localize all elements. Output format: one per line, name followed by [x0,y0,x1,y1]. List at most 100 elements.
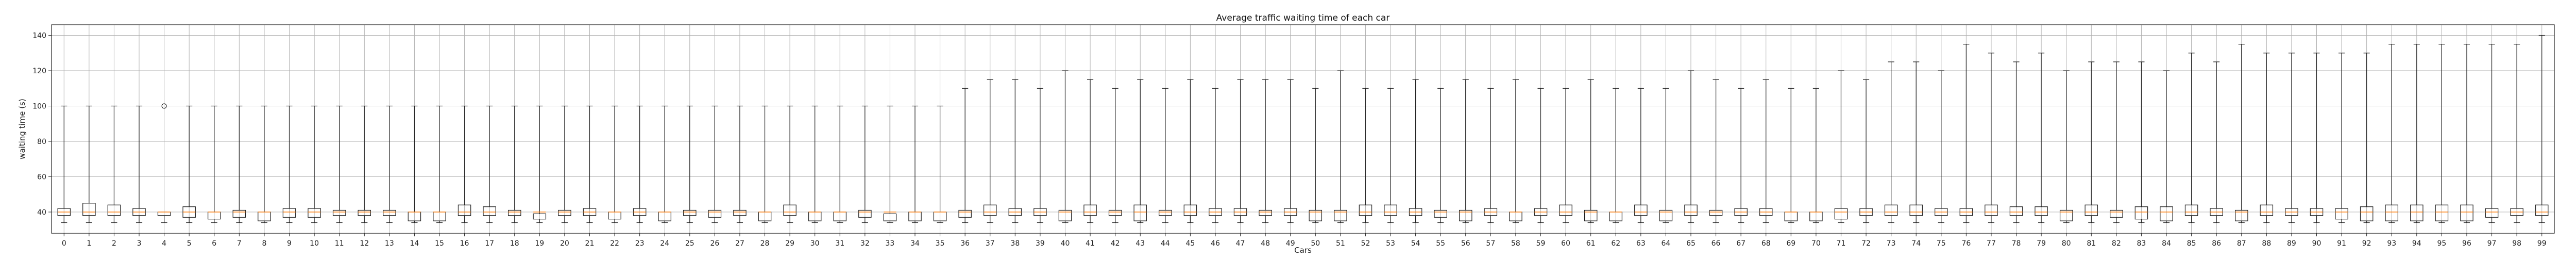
x-tick-label: 1 [87,239,91,248]
box-iqr [1659,209,1673,221]
box-iqr [533,213,547,220]
box-iqr [958,209,972,218]
box-car-10 [308,105,321,223]
plot-frame [51,24,2555,234]
x-tick-label: 27 [735,239,744,248]
x-tick-label: 76 [1961,239,1971,248]
box-iqr [1309,209,1323,221]
box-car-5 [182,105,196,223]
x-tick-label: 71 [1837,239,1846,248]
box-iqr [483,206,496,216]
box-car-91 [2335,53,2348,223]
box-car-81 [2084,61,2098,223]
x-tick-label: 91 [2337,239,2346,248]
x-tick-label: 64 [1661,239,1670,248]
y-tick-label: 80 [37,138,46,146]
box-car-30 [808,105,822,223]
box-car-86 [2210,61,2223,223]
x-tick-label: 56 [1461,239,1470,248]
box-iqr [1709,209,1723,216]
box-car-12 [358,105,371,223]
x-tick-label: 25 [685,239,694,248]
box-car-69 [1784,88,1798,223]
x-tick-label: 41 [1086,239,1095,248]
box-iqr [1334,209,1347,221]
box-car-8 [258,105,271,223]
box-iqr [2184,204,2198,216]
box-car-21 [583,105,597,223]
box-car-96 [2460,44,2473,223]
x-tick-label: 36 [960,239,970,248]
x-tick-label: 82 [2112,239,2121,248]
x-tick-label: 80 [2062,239,2071,248]
box-iqr [2035,206,2048,216]
box-iqr [2134,206,2148,220]
box-car-46 [1209,88,1222,223]
x-tick-label: 63 [1636,239,1646,248]
box-car-40 [1058,70,1072,223]
x-tick-label: 61 [1586,239,1596,248]
box-iqr [2160,206,2173,221]
box-iqr [733,209,747,216]
x-tick-label: 77 [1987,239,1996,248]
x-tick-label: 0 [62,239,66,248]
grid [52,25,2554,233]
box-iqr [1884,204,1898,216]
boxes [57,35,2549,223]
x-tick-label: 81 [2087,239,2096,248]
box-car-71 [1834,70,1848,223]
x-tick-label: 78 [2012,239,2021,248]
x-tick-label: 13 [385,239,394,248]
box-car-35 [933,105,947,223]
x-axis: 0 1 2 3 4 5 6 7 8 9 10 11 12 13 14 15 16 17 18 19 20 21 22 23 24… [62,233,2547,248]
box-car-94 [2410,44,2424,223]
x-tick-label: 19 [535,239,544,248]
box-car-38 [1008,79,1022,223]
x-tick-label: 48 [1261,239,1270,248]
box-car-9 [282,105,296,223]
outlier-point [161,103,167,109]
box-car-70 [1809,88,1823,223]
box-car-31 [833,105,847,223]
x-tick-label: 93 [2387,239,2396,248]
x-tick-label: 73 [1887,239,1896,248]
x-tick-label: 50 [1311,239,1320,248]
box-car-24 [658,105,671,223]
box-iqr [2059,209,2073,221]
x-tick-label: 52 [1361,239,1370,248]
chart-title: Average traffic waiting time of each car [1216,13,1390,23]
box-iqr [1559,204,1572,216]
box-car-56 [1459,79,1472,223]
box-iqr [2410,204,2424,221]
x-tick-label: 31 [835,239,844,248]
box-car-58 [1509,79,1522,223]
box-car-80 [2059,70,2073,223]
box-car-79 [2035,53,2048,223]
box-car-61 [1584,79,1598,223]
x-tick-label: 60 [1561,239,1570,248]
x-tick-label: 84 [2162,239,2171,248]
box-car-87 [2235,44,2248,223]
box-car-72 [1859,79,1873,223]
box-car-4 [157,103,171,223]
box-car-32 [858,105,872,223]
x-tick-label: 74 [1911,239,1921,248]
x-tick-label: 15 [435,239,444,248]
x-tick-label: 16 [460,239,469,248]
x-tick-label: 6 [212,239,216,248]
box-iqr [232,209,246,218]
box-car-37 [984,79,997,223]
box-car-66 [1709,79,1723,223]
x-tick-label: 5 [187,239,192,248]
box-iqr [2260,204,2274,216]
x-tick-label: 83 [2137,239,2146,248]
box-iqr [1384,204,1397,216]
box-car-27 [733,105,747,223]
x-tick-label: 94 [2412,239,2421,248]
x-tick-label: 23 [635,239,645,248]
x-tick-label: 69 [1786,239,1795,248]
x-tick-label: 3 [137,239,142,248]
box-iqr [2235,209,2248,221]
x-tick-label: 47 [1236,239,1245,248]
box-car-92 [2360,53,2374,223]
